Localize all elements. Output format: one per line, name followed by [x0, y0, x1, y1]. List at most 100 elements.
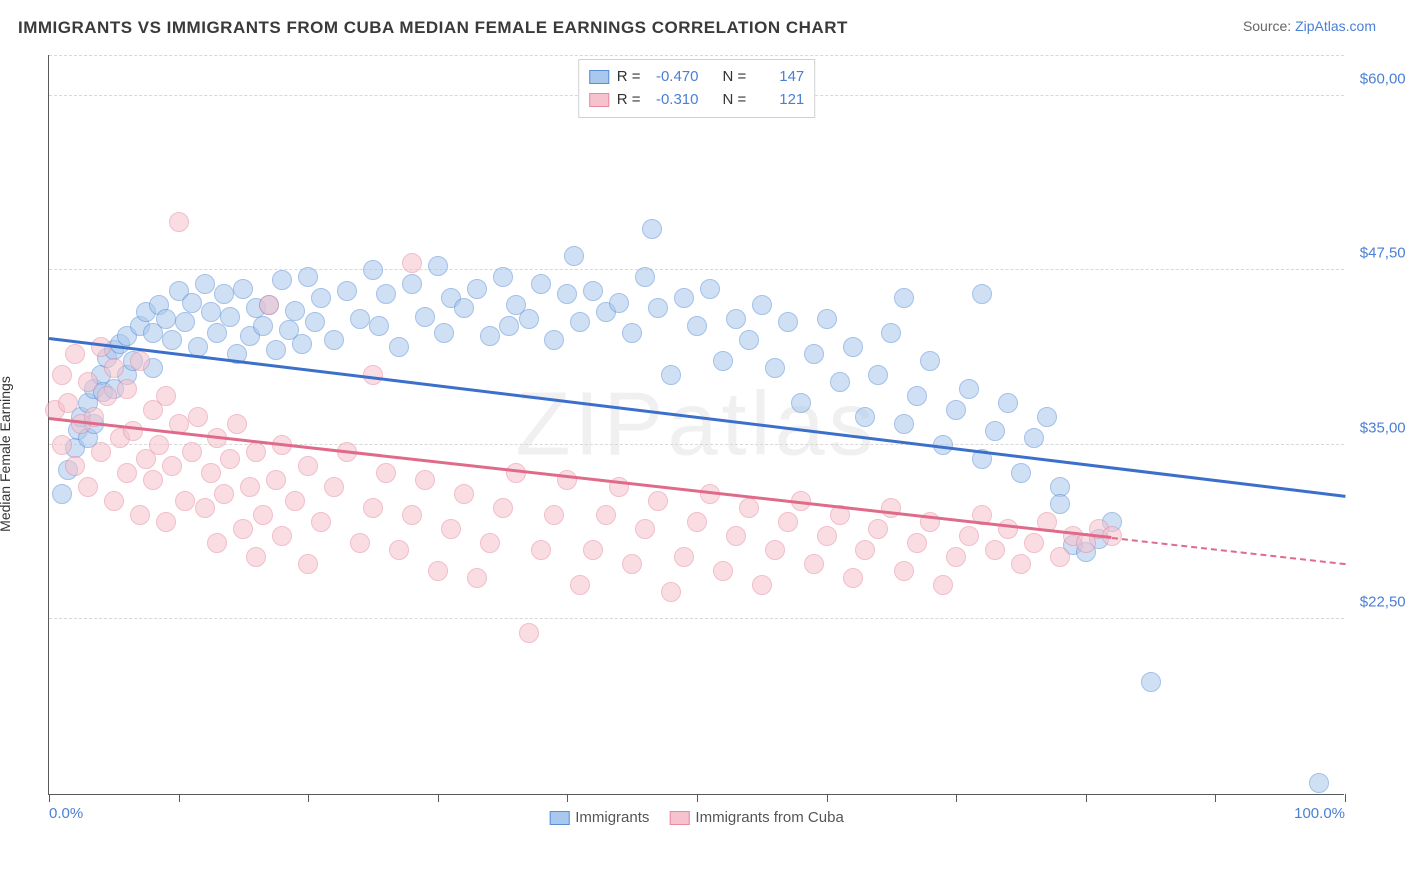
data-point [52, 365, 72, 385]
data-point [195, 498, 215, 518]
data-point [65, 344, 85, 364]
chart-container: IMMIGRANTS VS IMMIGRANTS FROM CUBA MEDIA… [0, 0, 1406, 892]
data-point [182, 293, 202, 313]
data-point [130, 505, 150, 525]
data-point [350, 309, 370, 329]
data-point [920, 351, 940, 371]
data-point [661, 582, 681, 602]
data-point [752, 295, 772, 315]
data-point [428, 561, 448, 581]
data-point [661, 365, 681, 385]
data-point [78, 477, 98, 497]
data-point [259, 295, 279, 315]
data-point [253, 505, 273, 525]
data-point [97, 386, 117, 406]
data-point [765, 540, 785, 560]
data-point [583, 281, 603, 301]
data-point [1050, 547, 1070, 567]
source-text: Source: ZipAtlas.com [1243, 18, 1376, 34]
gridline [49, 55, 1344, 56]
data-point [726, 526, 746, 546]
data-point [499, 316, 519, 336]
data-point [998, 393, 1018, 413]
data-point [389, 540, 409, 560]
data-point [246, 547, 266, 567]
watermark: ZIPatlas [515, 373, 877, 476]
data-point [58, 393, 78, 413]
data-point [311, 512, 331, 532]
data-point [253, 316, 273, 336]
data-point [220, 449, 240, 469]
x-tick [179, 794, 180, 802]
data-point [713, 561, 733, 581]
data-point [233, 279, 253, 299]
data-point [778, 512, 798, 532]
gridline [49, 269, 1344, 270]
data-point [91, 442, 111, 462]
data-point [752, 575, 772, 595]
data-point [441, 519, 461, 539]
data-point [907, 533, 927, 553]
x-tick [1215, 794, 1216, 802]
x-tick [956, 794, 957, 802]
data-point [285, 301, 305, 321]
x-tick [1345, 794, 1346, 802]
data-point [635, 267, 655, 287]
data-point [117, 379, 137, 399]
data-point [415, 307, 435, 327]
data-point [648, 298, 668, 318]
y-tick-label: $35,000 [1354, 419, 1406, 436]
data-point [791, 393, 811, 413]
data-point [596, 505, 616, 525]
gridline [49, 618, 1344, 619]
data-point [531, 540, 551, 560]
data-point [739, 498, 759, 518]
data-point [855, 540, 875, 560]
data-point [713, 351, 733, 371]
data-point [169, 212, 189, 232]
data-point [1024, 533, 1044, 553]
data-point [104, 358, 124, 378]
data-point [175, 491, 195, 511]
data-point [162, 456, 182, 476]
swatch-series-1-b [549, 811, 569, 825]
data-point [227, 414, 247, 434]
data-point [778, 312, 798, 332]
y-tick-label: $22,500 [1354, 594, 1406, 611]
data-point [933, 575, 953, 595]
x-tick [1086, 794, 1087, 802]
data-point [214, 284, 234, 304]
data-point [369, 316, 389, 336]
data-point [415, 470, 435, 490]
data-point [642, 219, 662, 239]
data-point [765, 358, 785, 378]
data-point [570, 312, 590, 332]
data-point [868, 519, 888, 539]
swatch-series-2-b [669, 811, 689, 825]
data-point [402, 253, 422, 273]
data-point [544, 505, 564, 525]
data-point [402, 274, 422, 294]
data-point [959, 526, 979, 546]
data-point [52, 435, 72, 455]
data-point [363, 260, 383, 280]
x-tick [49, 794, 50, 802]
data-point [1011, 554, 1031, 574]
data-point [266, 340, 286, 360]
data-point [434, 323, 454, 343]
data-point [1024, 428, 1044, 448]
data-point [143, 470, 163, 490]
data-point [182, 442, 202, 462]
data-point [674, 288, 694, 308]
source-link[interactable]: ZipAtlas.com [1295, 18, 1376, 34]
data-point [635, 519, 655, 539]
data-point [894, 414, 914, 434]
data-point [998, 519, 1018, 539]
data-point [214, 484, 234, 504]
data-point [843, 337, 863, 357]
data-point [402, 505, 422, 525]
data-point [305, 312, 325, 332]
data-point [531, 274, 551, 294]
data-point [804, 344, 824, 364]
x-tick [827, 794, 828, 802]
